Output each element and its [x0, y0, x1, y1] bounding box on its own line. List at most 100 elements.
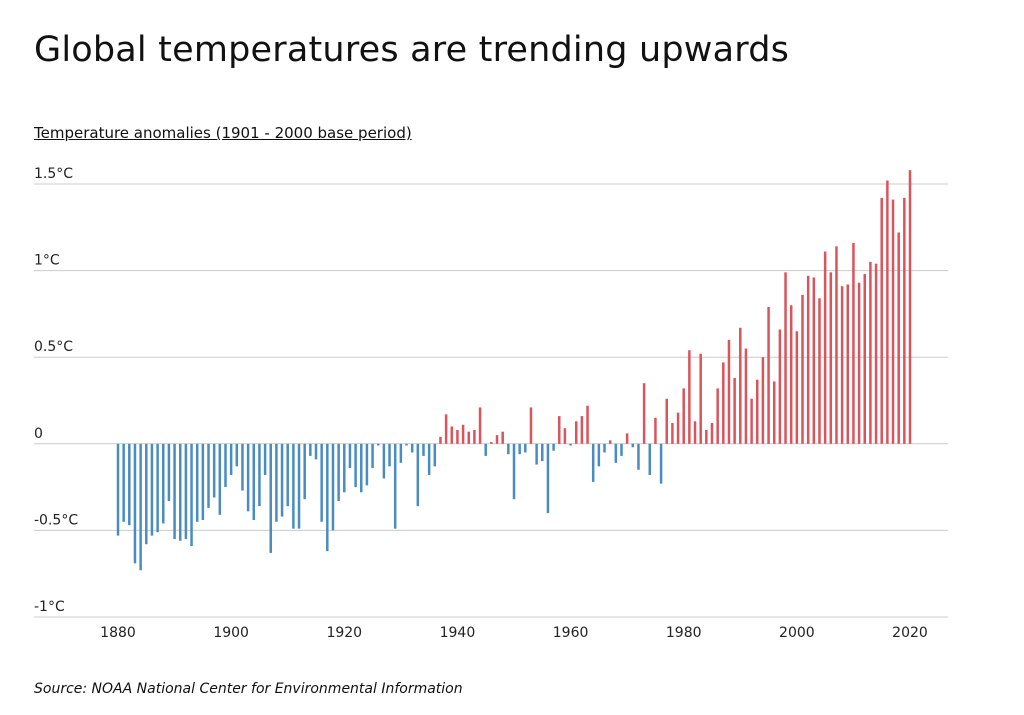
- bar-2007: [835, 246, 838, 444]
- bar-2004: [818, 298, 821, 444]
- bar-1945: [484, 443, 487, 456]
- bar-1975: [654, 417, 657, 444]
- bar-1961: [574, 421, 578, 444]
- bar-1905: [258, 443, 261, 507]
- bar-1909: [280, 443, 284, 517]
- y-tick-label: -0.5°C: [34, 512, 78, 528]
- bar-1933: [416, 443, 420, 507]
- bar-1915: [314, 443, 318, 460]
- bar-1996: [772, 381, 776, 444]
- x-tick-label: 1980: [666, 625, 702, 641]
- bar-1912: [297, 443, 301, 529]
- bar-1981: [688, 350, 691, 444]
- bar-1993: [756, 379, 759, 444]
- bar-1995: [767, 306, 770, 444]
- bar-1976: [659, 443, 663, 484]
- bar-1990: [739, 327, 742, 444]
- bar-1900: [229, 443, 233, 475]
- x-tick-label: 1920: [326, 625, 362, 641]
- bar-1967: [608, 440, 612, 444]
- x-tick-label: 1960: [553, 625, 589, 641]
- bar-1985: [710, 423, 714, 444]
- bar-1980: [682, 388, 685, 444]
- gridlines: [34, 183, 948, 618]
- bar-2002: [806, 275, 810, 444]
- bar-1974: [648, 443, 652, 475]
- bar-1901: [235, 443, 239, 467]
- bar-1914: [309, 443, 312, 456]
- bar-2016: [886, 180, 889, 444]
- x-tick-label: 2000: [779, 625, 815, 641]
- bar-1950: [512, 443, 516, 500]
- bar-1894: [195, 443, 199, 522]
- bar-1960: [569, 443, 572, 446]
- y-tick-label: 1°C: [34, 253, 60, 269]
- bar-1972: [637, 443, 640, 470]
- bar-1935: [427, 443, 431, 475]
- bar-1910: [286, 443, 289, 507]
- bar-1931: [405, 443, 408, 446]
- bar-1953: [529, 407, 533, 444]
- bar-1925: [371, 443, 374, 469]
- bar-1947: [495, 435, 499, 444]
- bar-1992: [750, 398, 753, 444]
- bar-1959: [563, 428, 567, 444]
- bar-1982: [693, 421, 697, 444]
- source-note: Source: NOAA National Center for Environ…: [34, 681, 463, 697]
- bar-1978: [671, 423, 674, 444]
- bar-1932: [410, 443, 414, 453]
- x-tick-label: 1900: [213, 625, 249, 641]
- y-tick-label: 0.5°C: [34, 339, 73, 355]
- bar-1963: [586, 405, 589, 444]
- bar-1918: [331, 443, 335, 531]
- bar-1934: [422, 443, 425, 456]
- bar-1948: [501, 431, 504, 444]
- bar-1888: [162, 443, 165, 524]
- bar-1957: [552, 443, 555, 451]
- y-tick-label: 1.5°C: [34, 166, 73, 182]
- bar-2012: [863, 274, 866, 444]
- bar-1920: [343, 443, 346, 493]
- bar-1906: [263, 443, 267, 475]
- bar-1892: [184, 443, 188, 540]
- bar-1908: [275, 443, 278, 522]
- bar-1895: [201, 443, 205, 521]
- bar-1983: [699, 353, 702, 444]
- bar-1889: [167, 443, 171, 501]
- bar-2019: [903, 197, 906, 444]
- bar-2017: [891, 199, 895, 444]
- bar-1987: [722, 362, 725, 444]
- bar-1951: [518, 443, 521, 455]
- bar-1994: [761, 357, 765, 444]
- bar-1970: [625, 433, 629, 444]
- bar-1986: [716, 388, 719, 444]
- bar-1952: [524, 443, 527, 453]
- bar-1966: [603, 443, 606, 453]
- bar-1941: [461, 424, 465, 444]
- bar-1979: [676, 412, 680, 444]
- bar-1904: [252, 443, 256, 521]
- bar-1903: [246, 443, 250, 512]
- bar-1890: [173, 443, 176, 540]
- bar-1928: [388, 443, 391, 467]
- bar-2005: [823, 251, 827, 444]
- bar-1930: [399, 443, 403, 463]
- y-tick-label: 0: [34, 426, 43, 442]
- bar-1969: [620, 443, 623, 456]
- bar-1891: [178, 443, 182, 541]
- bar-1956: [546, 443, 550, 514]
- chart-title: Global temperatures are trending upwards: [34, 30, 790, 70]
- bar-2015: [880, 197, 883, 444]
- bar-1902: [241, 443, 244, 491]
- bar-1884: [139, 443, 142, 571]
- bar-1973: [642, 383, 646, 444]
- bar-2009: [846, 284, 850, 444]
- bar-1964: [591, 443, 595, 482]
- bar-1886: [150, 443, 154, 536]
- bar-1898: [218, 443, 222, 515]
- bar-1921: [348, 443, 352, 469]
- x-axis-ticks: 1880 1900 1920 1940 1960 1980 2000 2020: [100, 625, 928, 641]
- bar-1922: [354, 443, 357, 488]
- bar-1897: [212, 443, 216, 498]
- bar-1885: [145, 443, 148, 545]
